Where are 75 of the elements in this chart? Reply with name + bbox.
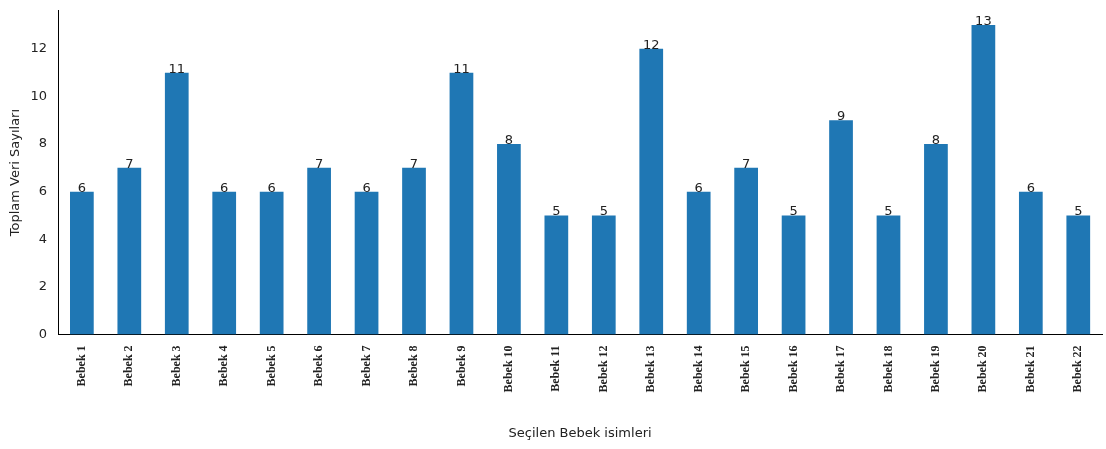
bar (876, 215, 901, 335)
x-tick-label: Bebek 13 (643, 345, 658, 393)
y-tick-label: 0 (38, 325, 48, 341)
bar (829, 120, 853, 335)
x-tick-label: Bebek 19 (928, 345, 943, 393)
y-axis-title: Toplam Veri Sayıları (7, 108, 23, 238)
y-tick-label: 4 (38, 230, 48, 246)
y-tick-label: 2 (38, 278, 48, 294)
data-label: 9 (836, 108, 846, 124)
bar (686, 191, 711, 335)
x-tick-label: Bebek 4 (216, 345, 231, 387)
x-tick-label: Bebek 9 (453, 345, 468, 387)
data-label: 11 (453, 60, 470, 76)
bar (1018, 191, 1043, 335)
x-tick-label: Bebek 11 (548, 345, 563, 392)
x-tick-label: Bebek 14 (690, 345, 705, 393)
x-tick-label: Bebek 10 (500, 345, 515, 393)
x-tick-label: Bebek 5 (263, 345, 278, 387)
y-tick-label: 6 (38, 183, 48, 199)
bar (402, 167, 426, 335)
bar (1066, 215, 1091, 335)
bar (734, 167, 758, 335)
bar (971, 25, 996, 335)
data-label: 5 (552, 203, 561, 219)
bar (924, 144, 948, 335)
data-label: 7 (409, 155, 419, 171)
bar (449, 72, 474, 335)
bar (117, 167, 142, 335)
bar (164, 72, 189, 335)
x-tick-label: Bebek 6 (311, 345, 326, 387)
y-tick-label: 12 (30, 40, 48, 56)
bar (259, 191, 284, 335)
data-label: 5 (789, 203, 798, 219)
data-label: 5 (1074, 203, 1083, 219)
bar (70, 191, 94, 335)
x-tick-label: Bebek 20 (975, 345, 990, 393)
x-tick-label: Bebek 22 (1070, 345, 1085, 393)
bar (591, 215, 616, 335)
y-tick-label: 8 (38, 135, 48, 151)
x-tick-label: Bebek 12 (595, 345, 610, 393)
x-tick-label: Bebek 18 (880, 345, 895, 393)
bar (781, 215, 806, 335)
data-label: 6 (220, 179, 229, 195)
x-axis-title: Seçilen Bebek isimleri (508, 424, 652, 440)
x-tick-label: Bebek 7 (358, 345, 373, 387)
x-tick-label: Bebek 1 (73, 345, 88, 387)
data-label: 7 (742, 155, 751, 171)
y-tick-label: 10 (30, 87, 48, 103)
data-label: 6 (77, 179, 87, 195)
bar (354, 191, 379, 335)
data-label: 11 (168, 60, 186, 76)
bar (307, 167, 331, 335)
data-label: 7 (125, 155, 134, 171)
x-tick-label: Bebek 2 (121, 345, 136, 387)
x-tick-label: Bebek 15 (738, 345, 753, 393)
x-tick-label: Bebek 21 (1022, 345, 1037, 393)
bar (497, 144, 521, 335)
data-label: 5 (599, 203, 608, 219)
data-label: 13 (975, 12, 992, 28)
data-label: 6 (694, 179, 703, 195)
bar (544, 215, 569, 335)
x-tick-label: Bebek 3 (168, 345, 183, 387)
data-label: 8 (504, 131, 514, 147)
x-tick-label: Bebek 17 (833, 345, 848, 393)
data-label: 6 (1026, 179, 1035, 195)
x-tick-label: Bebek 8 (406, 345, 421, 387)
bar (212, 191, 237, 335)
data-label: 8 (931, 131, 941, 147)
bar (639, 48, 664, 335)
x-tick-label: Bebek 16 (785, 345, 800, 393)
data-label: 7 (314, 155, 324, 171)
data-label: 6 (362, 179, 371, 195)
data-label: 5 (884, 203, 893, 219)
data-label: 6 (267, 179, 276, 195)
data-label: 12 (642, 36, 660, 52)
